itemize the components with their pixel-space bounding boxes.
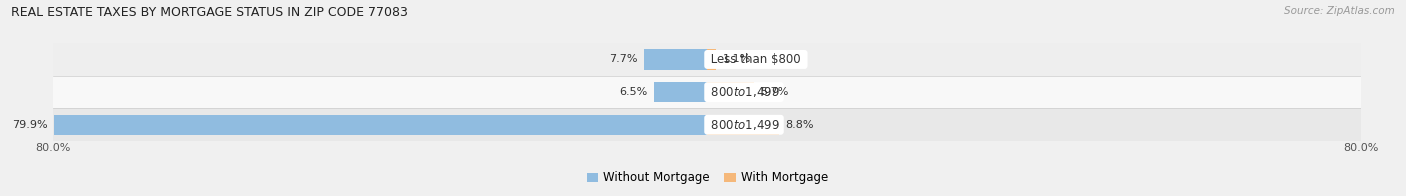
Bar — [55, 115, 707, 135]
Text: Source: ZipAtlas.com: Source: ZipAtlas.com — [1284, 6, 1395, 16]
Bar — [654, 82, 707, 102]
Bar — [53, 43, 1361, 76]
Text: 79.9%: 79.9% — [13, 120, 48, 130]
Text: $800 to $1,499: $800 to $1,499 — [707, 118, 780, 132]
Bar — [53, 108, 1361, 141]
Text: 1.1%: 1.1% — [723, 54, 751, 64]
Bar — [644, 49, 707, 70]
Text: REAL ESTATE TAXES BY MORTGAGE STATUS IN ZIP CODE 77083: REAL ESTATE TAXES BY MORTGAGE STATUS IN … — [11, 6, 408, 19]
Bar — [707, 49, 716, 70]
Bar — [53, 76, 1361, 108]
Legend: Without Mortgage, With Mortgage: Without Mortgage, With Mortgage — [582, 167, 832, 189]
Text: 5.7%: 5.7% — [761, 87, 789, 97]
Text: 7.7%: 7.7% — [609, 54, 638, 64]
Text: Less than $800: Less than $800 — [707, 53, 804, 66]
Text: 6.5%: 6.5% — [619, 87, 648, 97]
Text: 8.8%: 8.8% — [786, 120, 814, 130]
Text: $800 to $1,499: $800 to $1,499 — [707, 85, 780, 99]
Bar — [707, 115, 779, 135]
Bar — [707, 82, 754, 102]
